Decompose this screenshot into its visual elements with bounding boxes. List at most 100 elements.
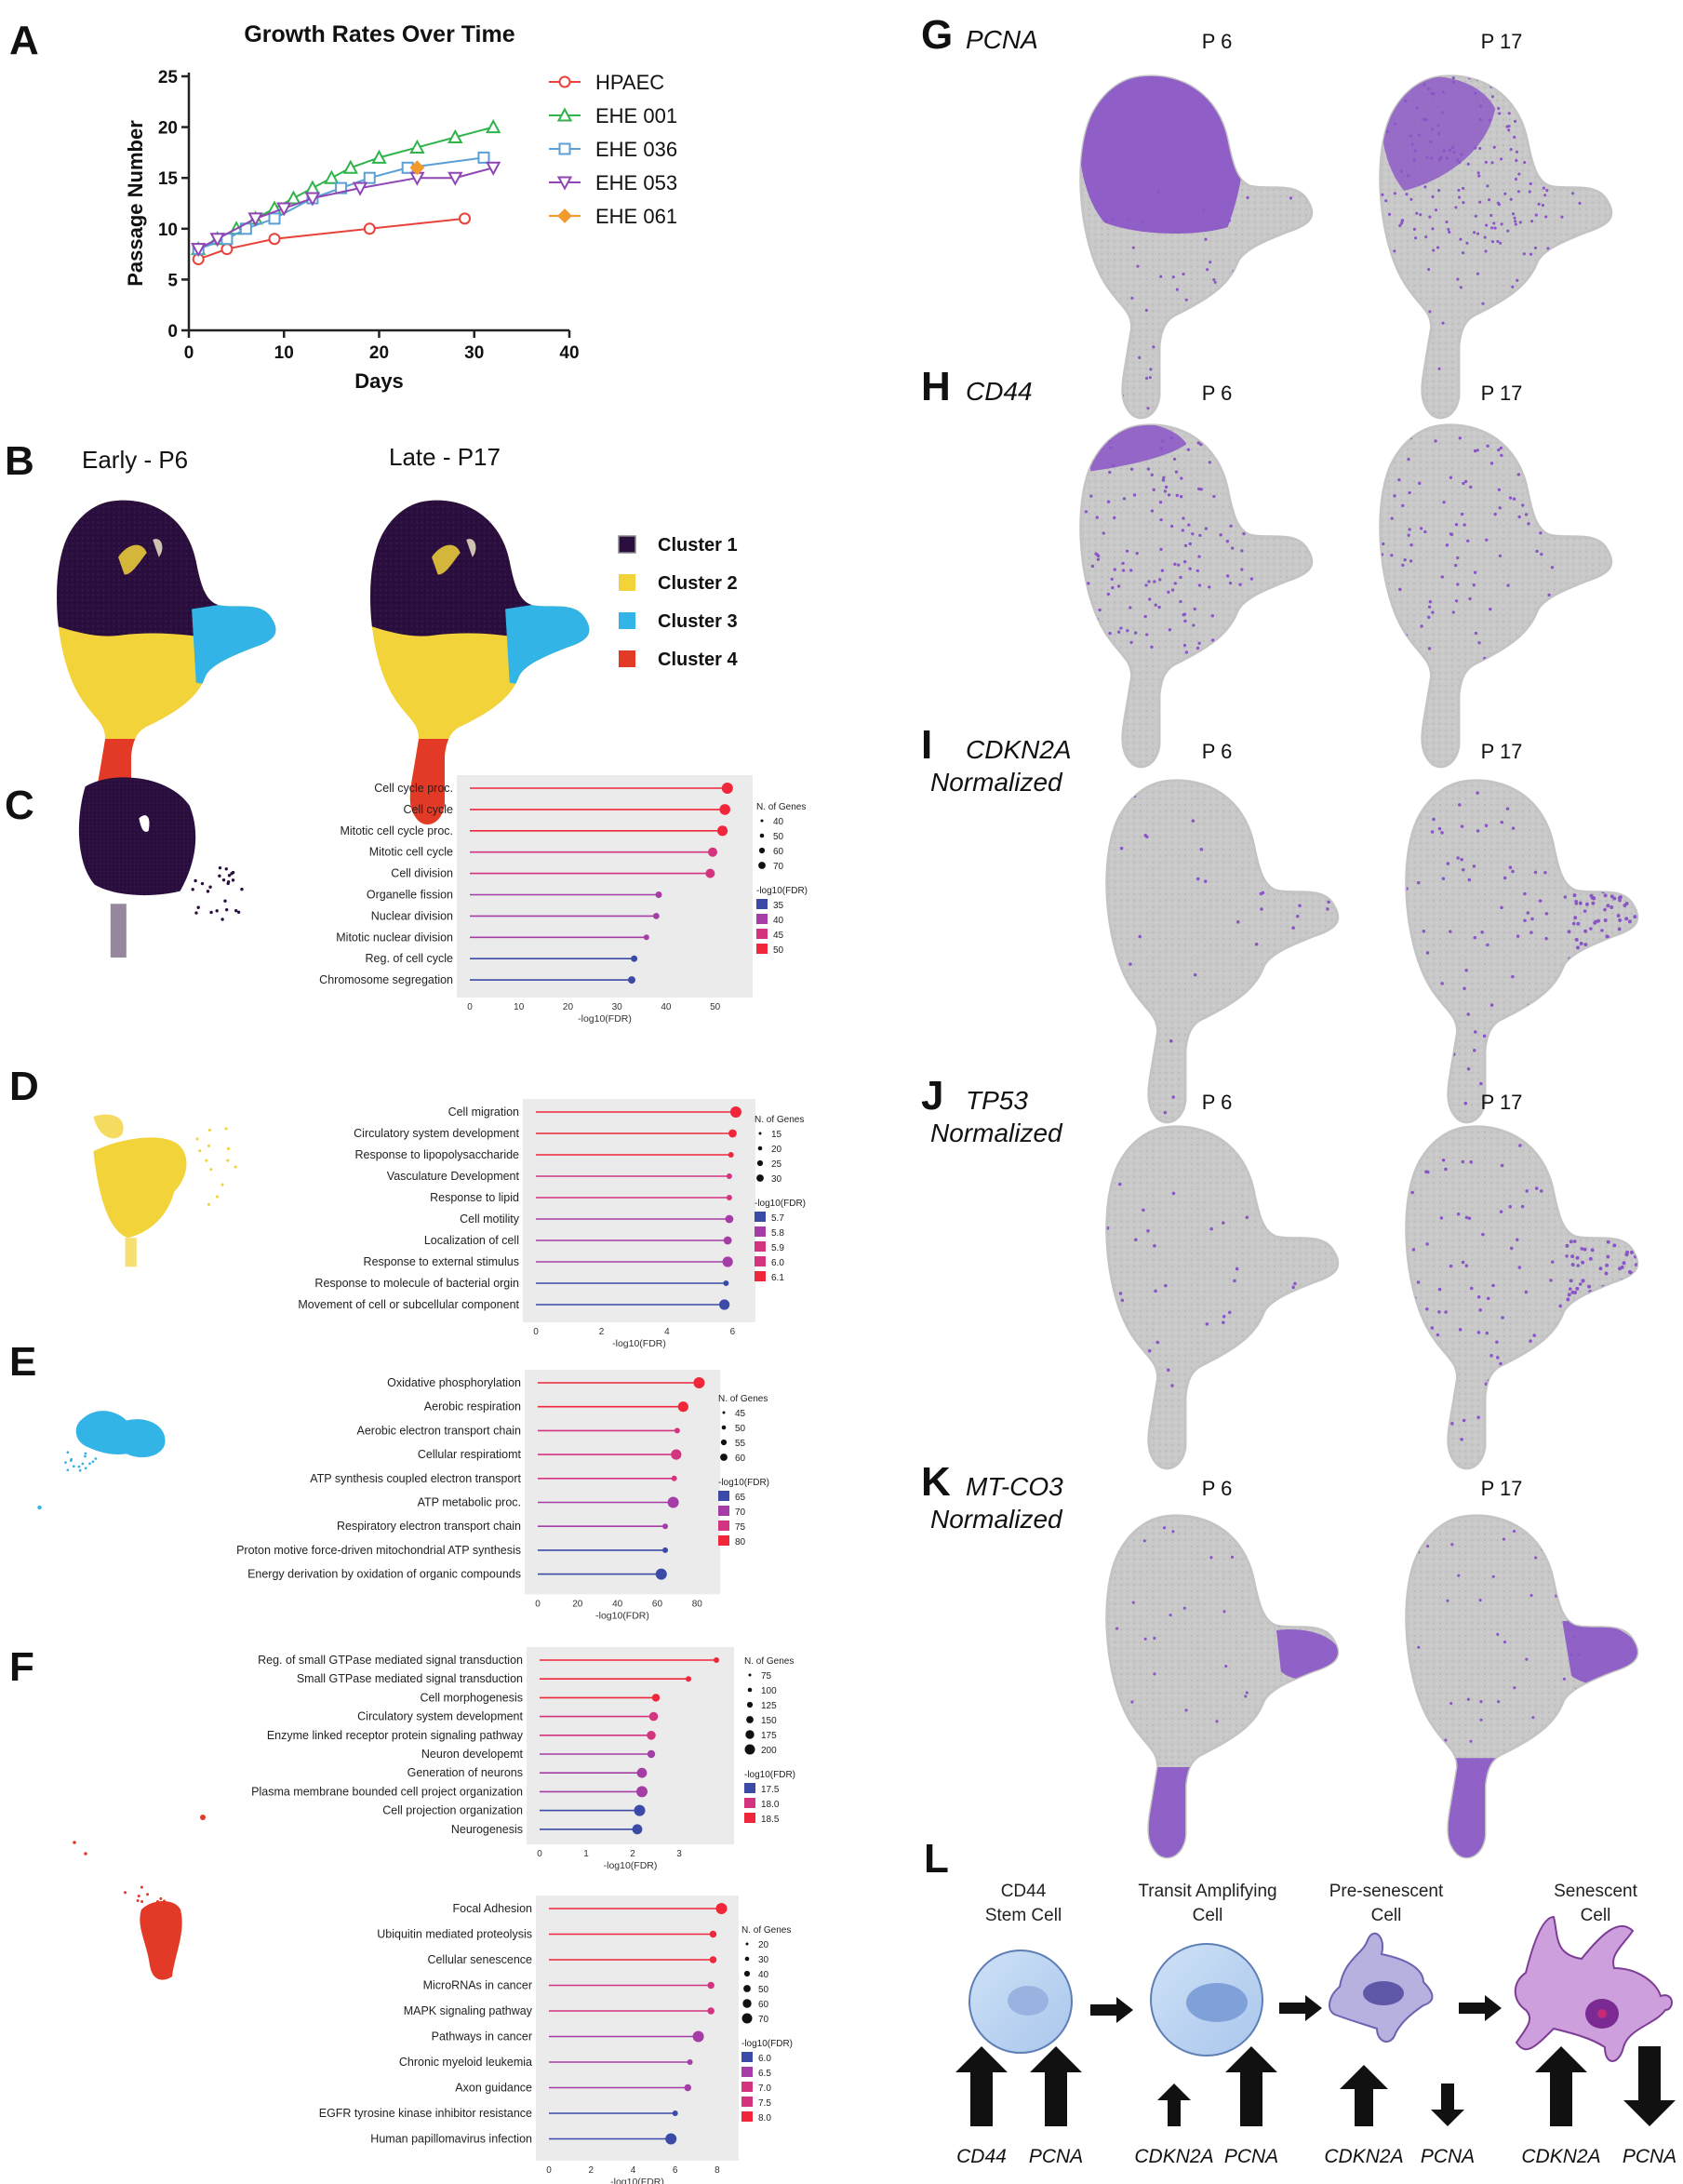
- term-label: Organelle fission: [367, 889, 453, 902]
- expressing-cell: [1513, 119, 1517, 123]
- expressing-cell: [1571, 921, 1576, 926]
- expressing-cell: [1616, 914, 1621, 918]
- expressing-cell: [1617, 1293, 1622, 1298]
- expressing-cell: [1257, 613, 1261, 618]
- umap-p17: [1405, 1514, 1639, 1859]
- expressing-cell: [1518, 1144, 1522, 1147]
- expressing-cell: [1268, 803, 1273, 808]
- expressing-cell: [1457, 1574, 1461, 1577]
- expressing-cell: [1547, 1077, 1552, 1081]
- expressing-cell: [1467, 878, 1472, 882]
- expressing-cell: [1252, 261, 1256, 265]
- expressing-cell: [1143, 834, 1147, 837]
- expressing-cell: [1476, 232, 1480, 235]
- expressing-cell: [1590, 1445, 1594, 1449]
- expressing-cell: [1597, 1308, 1602, 1313]
- expressing-cell: [1427, 267, 1431, 272]
- expressing-cell: [1450, 1422, 1454, 1426]
- expressing-cell: [1575, 1406, 1579, 1411]
- expressing-cell: [1422, 1340, 1426, 1345]
- expressing-cell: [1603, 1342, 1607, 1346]
- scattered-cell: [180, 1171, 183, 1175]
- expressing-cell: [1425, 1545, 1430, 1548]
- expressing-cell: [1612, 1243, 1617, 1248]
- color-legend-label: 5.7: [771, 1213, 784, 1224]
- x-axis-label: Days: [354, 369, 404, 393]
- expressing-cell: [1427, 615, 1431, 619]
- expressing-cell: [1502, 1537, 1506, 1541]
- size-legend-label: 20: [758, 1940, 769, 1950]
- expressing-cell: [1249, 523, 1253, 527]
- data-point: [556, 176, 573, 191]
- scattered-cell: [72, 1465, 75, 1468]
- x-tick-label: 50: [710, 1002, 721, 1012]
- lollipop-chart-4: Reg. of small GTPase mediated signal tra…: [251, 1647, 795, 1871]
- expressing-cell: [1122, 991, 1126, 996]
- expressing-cell: [1406, 1335, 1408, 1339]
- scattered-cell: [198, 1149, 202, 1153]
- scattered-cell: [207, 1144, 211, 1147]
- size-legend-dot: [758, 847, 766, 854]
- expressing-cell: [1080, 453, 1082, 457]
- series-line: [197, 156, 485, 250]
- lollipop-head: [709, 1930, 717, 1938]
- size-legend-label: 60: [758, 2000, 769, 2010]
- expressing-cell: [1500, 222, 1503, 226]
- expressing-cell: [1418, 481, 1422, 485]
- expressing-cell: [1474, 631, 1478, 636]
- umap-p17: [1379, 423, 1613, 769]
- expressing-cell: [1569, 791, 1574, 796]
- expressing-cell: [1499, 157, 1503, 161]
- expressing-cell: [1192, 623, 1195, 627]
- size-legend-dot: [745, 1942, 749, 1946]
- expressing-cell: [1527, 522, 1530, 526]
- legend-label: EHE 001: [595, 104, 677, 127]
- expressing-cell: [1382, 601, 1385, 605]
- expressing-cell: [1541, 93, 1545, 97]
- expressing-cell: [1583, 1247, 1587, 1252]
- expressing-cell: [1461, 868, 1465, 872]
- expressing-cell: [1147, 580, 1151, 583]
- expressing-cell: [1552, 652, 1556, 656]
- color-legend-label: 65: [735, 1493, 746, 1503]
- expressing-cell: [1142, 1539, 1146, 1543]
- expressing-cell: [1212, 1422, 1217, 1427]
- term-label: EGFR tyrosine kinase inhibitor resistanc…: [319, 2107, 532, 2120]
- y-tick-label: 15: [158, 169, 179, 189]
- expressing-cell: [1464, 1264, 1469, 1268]
- expressing-cell: [1530, 407, 1535, 410]
- expressing-cell: [1606, 904, 1610, 908]
- expressing-cell: [1515, 1238, 1519, 1242]
- expressing-cell: [1410, 1190, 1414, 1195]
- color-legend-label: 7.5: [758, 2098, 771, 2109]
- data-point: [304, 192, 321, 207]
- expressing-cell: [1529, 382, 1533, 386]
- data-point: [486, 119, 501, 134]
- expressing-cell: [1427, 647, 1432, 650]
- size-legend-dot: [748, 1673, 752, 1677]
- expressing-cell: [1456, 277, 1460, 281]
- expressing-cell: [1169, 1613, 1172, 1617]
- y-tick-label: 0: [167, 322, 178, 342]
- scattered-cell: [231, 878, 235, 882]
- expressing-cell: [1427, 87, 1431, 91]
- expressing-cell: [1477, 641, 1481, 645]
- expressing-cell: [1416, 880, 1421, 885]
- expressing-cell: [1580, 1309, 1584, 1314]
- size-legend-dot: [722, 1411, 726, 1414]
- expressing-cell: [1602, 1310, 1607, 1315]
- expressing-cell: [1407, 78, 1411, 82]
- cluster-label: Cluster 4: [658, 650, 738, 670]
- expressing-cell: [1096, 554, 1101, 558]
- expressing-cell: [1579, 941, 1583, 945]
- size-legend-label: 75: [761, 1671, 772, 1682]
- expressing-cell: [1604, 1271, 1609, 1276]
- scattered-cell: [207, 1128, 211, 1132]
- lollipop-head: [632, 1824, 643, 1835]
- expressing-cell: [1160, 447, 1164, 450]
- expressing-cell: [1546, 496, 1550, 501]
- expressing-cell: [1634, 1299, 1637, 1304]
- color-legend-label: 18.0: [761, 1800, 780, 1810]
- expressing-cell: [1260, 907, 1263, 911]
